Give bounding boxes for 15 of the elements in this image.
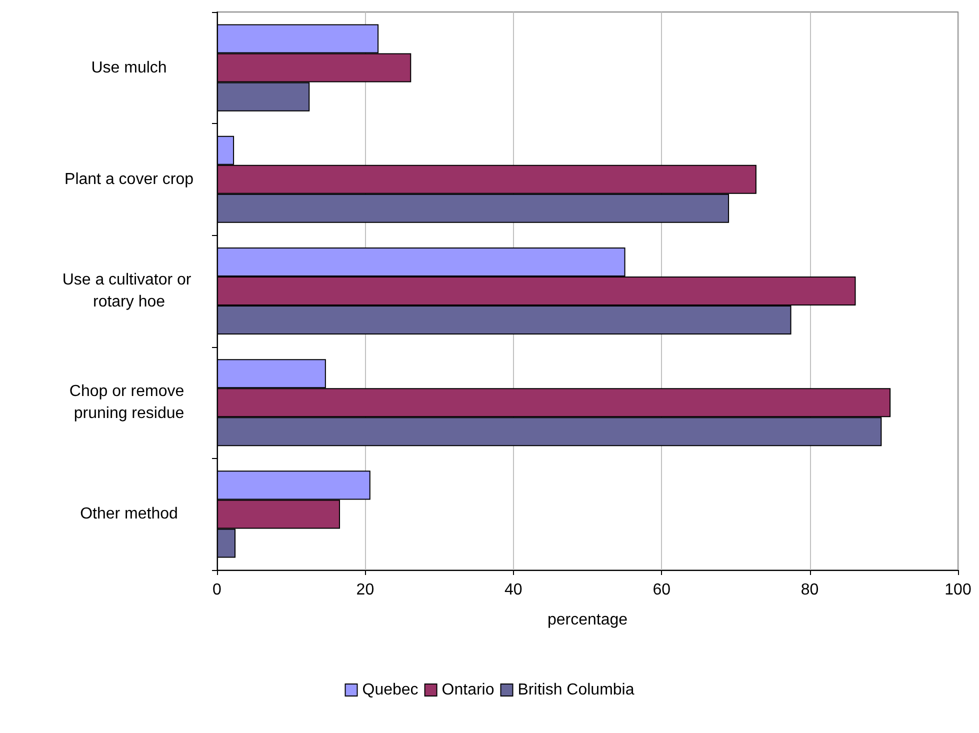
y-tick-label: Use a cultivator or rotary hoe [62,272,196,310]
x-tick-label: 80 [800,582,819,598]
y-tick-label: Chop or remove pruning residue [69,383,189,422]
x-tick-label: 60 [652,582,671,598]
x-tick-label: 100 [944,582,972,598]
x-tick-label: 20 [356,582,374,598]
y-tick-label: Plant a cover crop [64,170,194,188]
legend-label: Ontario [442,682,494,698]
x-tick-label: 40 [504,582,522,598]
legend-label: British Columbia [518,682,634,698]
x-axis-title: percentage [547,612,628,628]
y-tick-label: Use mulch [91,59,167,76]
legend-label: Quebec [362,682,418,698]
y-tick-label: Other method [80,506,178,523]
x-tick-label: 0 [212,582,222,598]
